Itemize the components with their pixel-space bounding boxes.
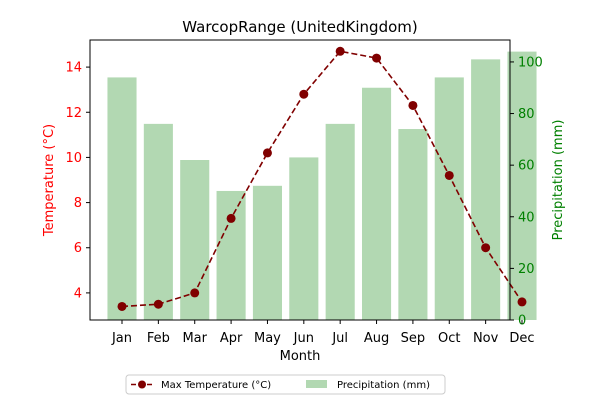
left-tick-label: 10 bbox=[65, 151, 82, 166]
x-tick-label-nov: Nov bbox=[473, 331, 499, 346]
right-tick-label: 80 bbox=[518, 107, 535, 122]
legend-box bbox=[125, 374, 446, 395]
temperature-point-apr bbox=[226, 213, 236, 223]
x-tick-label-dec: Dec bbox=[509, 331, 534, 346]
right-tick-label: 40 bbox=[518, 210, 535, 225]
legend-marker-swatch bbox=[138, 380, 146, 389]
precipitation-bar-oct bbox=[434, 77, 464, 320]
legend-label-temperature: Max Temperature (°C) bbox=[161, 380, 271, 391]
left-axis-label: Temperature (°C) bbox=[42, 124, 57, 237]
right-tick-label: 60 bbox=[518, 159, 535, 174]
temperature-point-oct bbox=[444, 170, 454, 180]
precipitation-bar-aug bbox=[362, 87, 392, 320]
legend-bar-swatch bbox=[306, 380, 327, 388]
x-axis: Jan Feb Mar Apr May Jun Jul Aug Sep Oct Nov Dec bbox=[111, 320, 535, 346]
precipitation-bar-sep bbox=[398, 129, 428, 320]
precipitation-bar-feb bbox=[143, 123, 173, 320]
x-tick-label-jan: Jan bbox=[111, 331, 132, 346]
temperature-point-sep bbox=[408, 100, 418, 110]
temperature-line-series bbox=[117, 46, 527, 311]
right-tick-label: 100 bbox=[518, 55, 543, 70]
precipitation-bar-jul bbox=[325, 123, 355, 320]
x-axis-label: Month bbox=[280, 349, 321, 364]
plot-frame bbox=[89, 39, 511, 321]
temperature-point-dec bbox=[517, 297, 527, 307]
left-tick-label: 14 bbox=[65, 61, 82, 76]
temperature-line bbox=[121, 50, 523, 308]
temperature-point-mar bbox=[190, 288, 200, 298]
x-tick-label-jul: Jul bbox=[331, 331, 348, 346]
left-tick-label: 8 bbox=[74, 196, 82, 211]
x-tick-label-feb: Feb bbox=[147, 331, 170, 346]
temperature-point-aug bbox=[372, 53, 382, 63]
temperature-point-may bbox=[262, 148, 272, 158]
precipitation-bars bbox=[107, 51, 537, 321]
precipitation-bar-jan bbox=[107, 77, 137, 320]
x-tick-label-may: May bbox=[254, 331, 281, 346]
temperature-point-feb bbox=[153, 299, 163, 309]
temperature-point-nov bbox=[481, 243, 491, 253]
x-tick-label-sep: Sep bbox=[401, 331, 426, 346]
x-tick-label-apr: Apr bbox=[220, 331, 243, 346]
precipitation-bar-may bbox=[252, 185, 282, 320]
left-tick-label: 12 bbox=[65, 106, 82, 121]
left-tick-label: 6 bbox=[74, 241, 82, 256]
left-tick-label: 4 bbox=[74, 286, 82, 301]
legend-label-precipitation: Precipitation (mm) bbox=[337, 380, 430, 391]
right-y-axis: 020406080100 bbox=[510, 55, 543, 329]
temperature-point-jul bbox=[335, 46, 345, 56]
x-tick-label-mar: Mar bbox=[182, 331, 207, 346]
legend: Max Temperature (°C) Precipitation (mm) bbox=[125, 374, 446, 395]
right-axis-label: Precipitation (mm) bbox=[551, 120, 566, 241]
temperature-point-jan bbox=[117, 301, 127, 311]
chart-title: WarcopRange (UnitedKingdom) bbox=[182, 18, 418, 36]
x-tick-label-aug: Aug bbox=[364, 331, 389, 346]
right-tick-label: 20 bbox=[518, 262, 535, 277]
x-tick-label-jun: Jun bbox=[293, 331, 314, 346]
precipitation-bar-nov bbox=[471, 59, 501, 321]
left-y-axis: 4 6 8 10 12 14 bbox=[65, 61, 90, 301]
x-tick-label-oct: Oct bbox=[438, 331, 460, 346]
precipitation-bar-jun bbox=[289, 157, 319, 320]
precipitation-bar-dec bbox=[507, 51, 537, 320]
temperature-point-jun bbox=[299, 89, 309, 99]
precipitation-bar-apr bbox=[216, 190, 246, 320]
